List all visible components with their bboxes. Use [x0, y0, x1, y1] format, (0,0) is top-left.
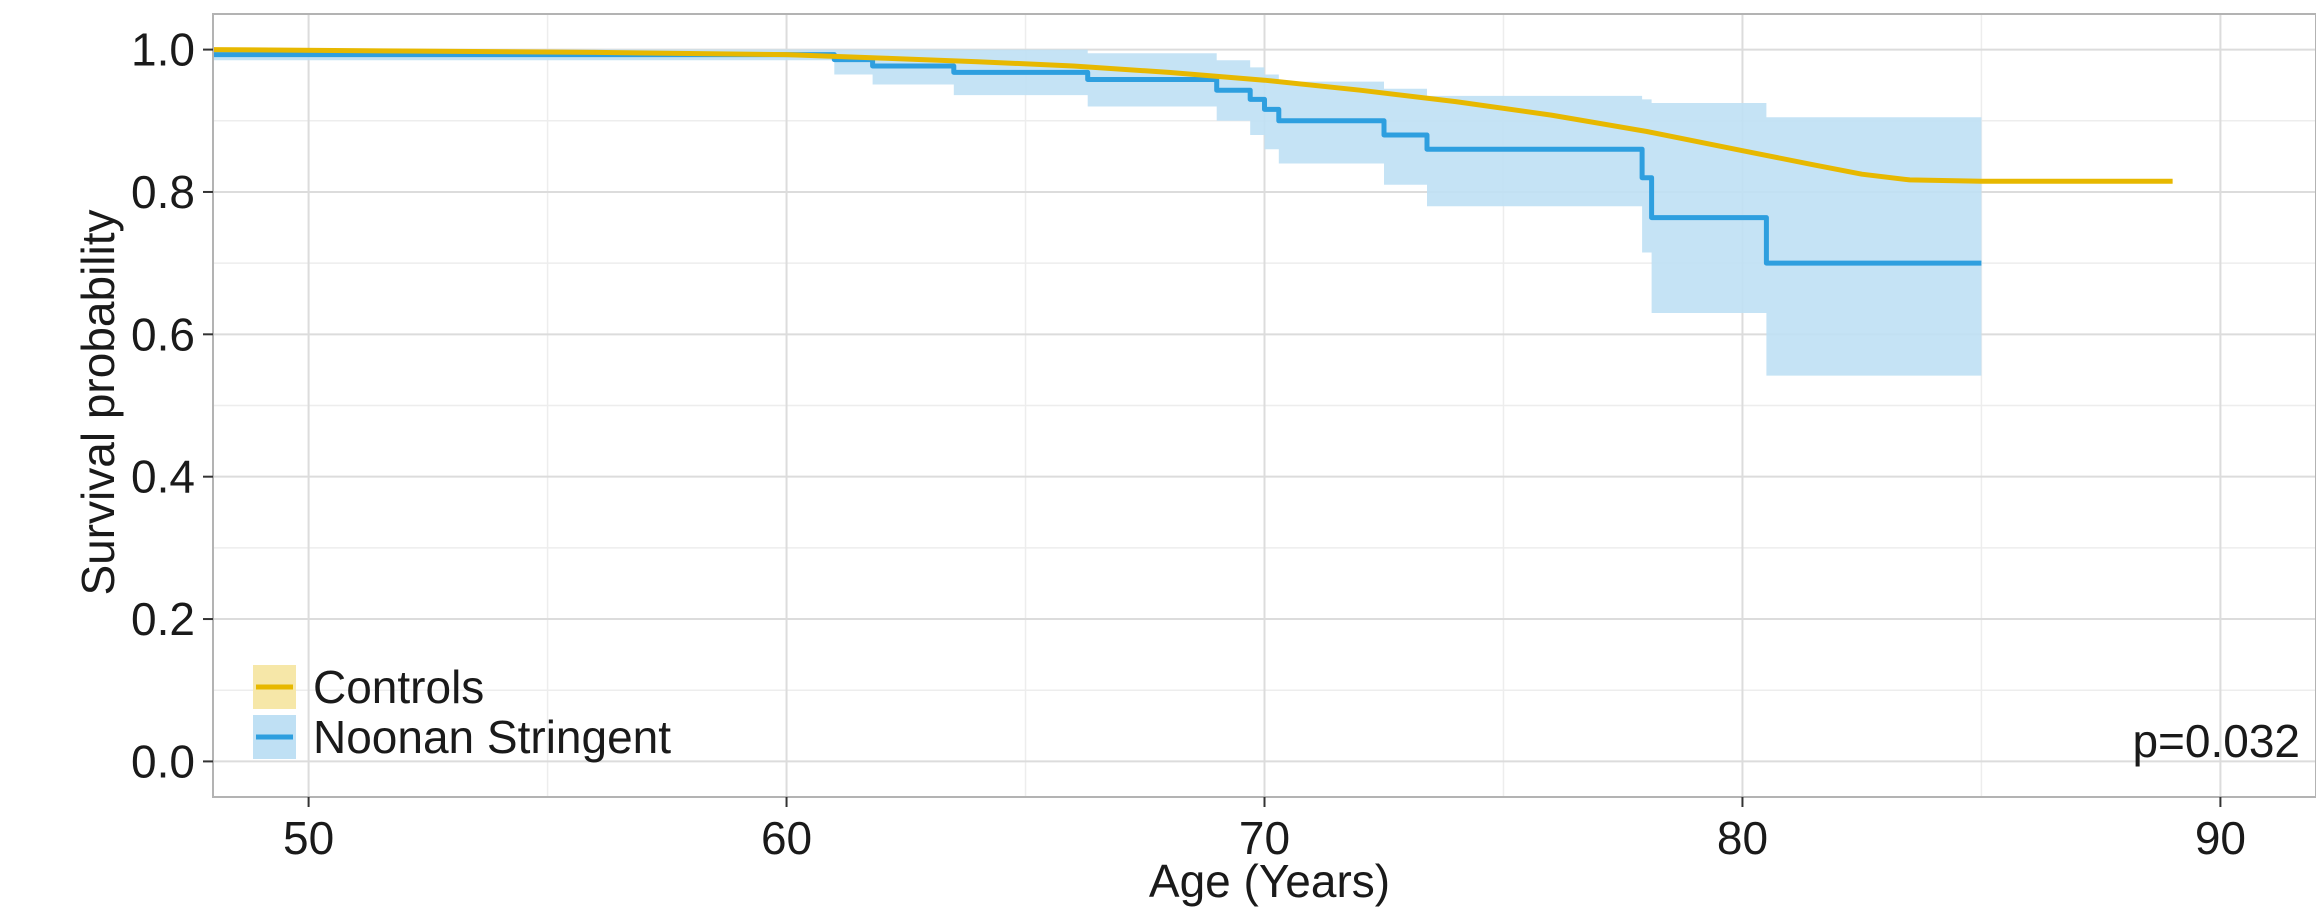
y-tick-label: 1.0 — [131, 24, 195, 76]
data-point-series-0 — [1980, 180, 1983, 183]
data-point-series-1 — [1249, 98, 1252, 101]
data-point-series-0 — [2171, 180, 2174, 183]
x-axis-title: Age (Years) — [1149, 855, 1390, 907]
data-point-series-0 — [403, 50, 406, 53]
confidence-band-series-1 — [213, 49, 1982, 376]
data-point-series-1 — [1277, 119, 1280, 122]
x-tick-label: 60 — [761, 812, 812, 864]
series-line-0 — [212, 47, 2173, 184]
p-value-annotation: p=0.032 — [2132, 715, 2300, 767]
data-point-series-1 — [1086, 78, 1089, 81]
data-point-series-0 — [976, 60, 979, 63]
data-point-series-0 — [594, 51, 597, 54]
data-point-series-1 — [1215, 89, 1218, 92]
legend-label: Controls — [313, 661, 484, 713]
x-tick-label: 90 — [2195, 812, 2246, 864]
data-point-series-0 — [1813, 163, 1816, 166]
y-tick-label: 0.6 — [131, 308, 195, 360]
data-point-series-0 — [1550, 114, 1553, 117]
data-point-series-1 — [833, 58, 836, 61]
x-tick-label: 80 — [1717, 812, 1768, 864]
data-point-series-0 — [1454, 100, 1457, 103]
data-point-series-0 — [785, 53, 788, 56]
data-point-series-1 — [1650, 216, 1653, 219]
data-point-series-0 — [1908, 178, 1911, 181]
x-tick-label: 50 — [283, 812, 334, 864]
legend-label: Noonan Stringent — [313, 711, 671, 763]
data-point-series-1 — [1426, 148, 1429, 151]
data-point-series-0 — [1359, 89, 1362, 92]
data-point-series-0 — [1167, 71, 1170, 74]
y-tick-label: 0.0 — [131, 735, 195, 787]
data-point-series-1 — [952, 71, 955, 74]
data-point-series-1 — [1765, 262, 1768, 265]
x-tick-label: 70 — [1239, 812, 1290, 864]
data-point-series-0 — [1860, 173, 1863, 176]
data-point-series-0 — [1645, 130, 1648, 133]
data-point-series-0 — [1072, 64, 1075, 67]
y-axis-title: Survival probability — [72, 209, 124, 595]
series-line-1 — [213, 52, 1982, 266]
y-tick-label: 0.2 — [131, 593, 195, 645]
data-point-series-1 — [1382, 134, 1385, 137]
data-point-series-1 — [1980, 262, 1983, 265]
data-point-series-1 — [1641, 176, 1644, 179]
y-tick-label: 0.4 — [131, 451, 195, 503]
y-tick-label: 0.8 — [131, 166, 195, 218]
data-point-series-0 — [1263, 79, 1266, 82]
data-point-series-0 — [881, 57, 884, 60]
data-point-series-1 — [871, 64, 874, 67]
data-point-series-1 — [1263, 108, 1266, 111]
data-point-series-0 — [1741, 149, 1744, 152]
